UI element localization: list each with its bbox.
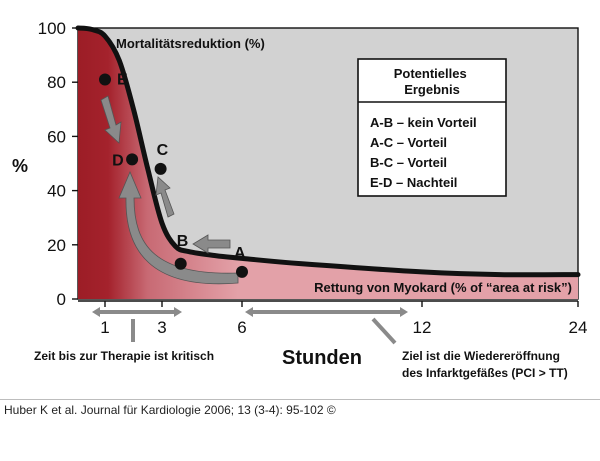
data-points: E D C B A [99, 72, 248, 278]
annotation-right-line1: Ziel ist die Wiedereröffnung [402, 349, 560, 363]
annotation-right-line2: des Infarktgefäßes (PCI > TT) [402, 366, 568, 380]
point-label-d: D [112, 152, 124, 169]
y-axis-label: % [12, 156, 28, 176]
source-caption: Huber K et al. Journal für Kardiologie 2… [4, 403, 336, 417]
pointer-line-right [371, 317, 397, 345]
legend-title: Potentielles Ergebnis [394, 66, 471, 97]
point-d [126, 153, 139, 166]
x-tick-label: 1 [100, 318, 109, 337]
y-tick-label: 60 [47, 127, 66, 146]
x-tick-label: 6 [237, 318, 246, 337]
x-axis: 1 3 6 12 24 [100, 301, 587, 337]
legend: Potentielles Ergebnis A-B – kein Vorteil… [357, 58, 507, 197]
caption-divider [0, 399, 600, 400]
arrow-to-c [155, 176, 175, 218]
x-axis-label: Stunden [282, 347, 362, 369]
point-label-e: E [117, 72, 128, 89]
annotation-left: Zeit bis zur Therapie ist kritisch [34, 349, 214, 363]
legend-box [357, 58, 507, 197]
point-b [174, 257, 187, 270]
legend-item: E-D – Nachteil [370, 175, 457, 190]
mortality-chart: 0 20 40 60 80 100 % 1 3 6 12 24 Stunden Mortalitä… [12, 19, 587, 380]
mortality-curve [75, 25, 581, 278]
y-tick-label: 80 [47, 73, 66, 92]
range-arrow-left [92, 307, 182, 317]
x-tick-label: 12 [413, 318, 432, 337]
legend-item: B-C – Vorteil [370, 155, 447, 170]
x-tick-label: 24 [569, 318, 588, 337]
series-label-mortality: Mortalitätsreduktion (%) [116, 36, 265, 51]
point-c [154, 162, 167, 175]
area-label: Rettung von Myokard (% of “area at risk”… [314, 280, 572, 295]
myocardium-area [78, 28, 578, 299]
x-tick-label: 3 [157, 318, 166, 337]
transition-arrows [100, 95, 239, 285]
arrow-a-to-d [118, 170, 239, 285]
range-arrow-right [245, 307, 408, 317]
point-label-b: B [177, 233, 189, 250]
y-tick-label: 100 [38, 19, 66, 38]
y-axis: 0 20 40 60 80 100 [38, 19, 78, 309]
point-label-c: C [157, 142, 169, 159]
point-label-a: A [234, 245, 246, 262]
point-e [99, 73, 111, 86]
arrow-a-to-b [192, 234, 231, 254]
y-tick-label: 0 [57, 290, 66, 309]
y-tick-label: 40 [47, 182, 66, 201]
bottom-annotations: Zeit bis zur Therapie ist kritisch Ziel … [34, 307, 568, 380]
legend-item: A-C – Vorteil [370, 135, 447, 150]
legend-item: A-B – kein Vorteil [370, 115, 477, 130]
point-a [236, 265, 248, 278]
arrow-e-to-d [100, 95, 122, 144]
y-tick-label: 20 [47, 236, 66, 255]
